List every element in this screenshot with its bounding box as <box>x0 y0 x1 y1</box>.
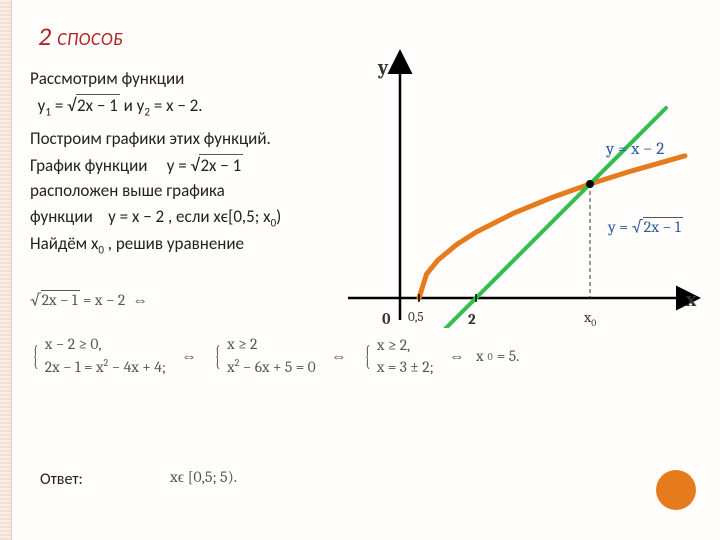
chart-svg <box>342 48 702 328</box>
slide-title: 2 способ <box>38 20 123 52</box>
paragraph-build-graphs: Построим графики этих функций.График фун… <box>30 126 370 258</box>
corner-accent-circle <box>656 470 696 510</box>
chart-label-x0: x0 <box>584 308 596 329</box>
chart-label-origin: 0 <box>382 310 391 328</box>
chart-label-two: 2 <box>468 310 476 328</box>
function-chart: yx00,52x0y = x − 2y = 2x − 1 <box>342 48 702 328</box>
chart-label-line_label: y = x − 2 <box>606 140 664 159</box>
chart-label-half: 0,5 <box>408 310 424 325</box>
answer-label: Ответ: <box>40 470 83 489</box>
answer-value: xϵ [0,5; 5). <box>170 468 237 487</box>
left-decor-bar <box>0 0 12 540</box>
chart-label-x_axis: x <box>686 288 697 311</box>
chart-label-y_axis: y <box>378 56 388 79</box>
paragraph-consider: Рассмотрим функции y1 = 2x − 1 и y2 = x … <box>30 66 370 119</box>
chart-label-sqrt_label: y = 2x − 1 <box>608 218 683 237</box>
